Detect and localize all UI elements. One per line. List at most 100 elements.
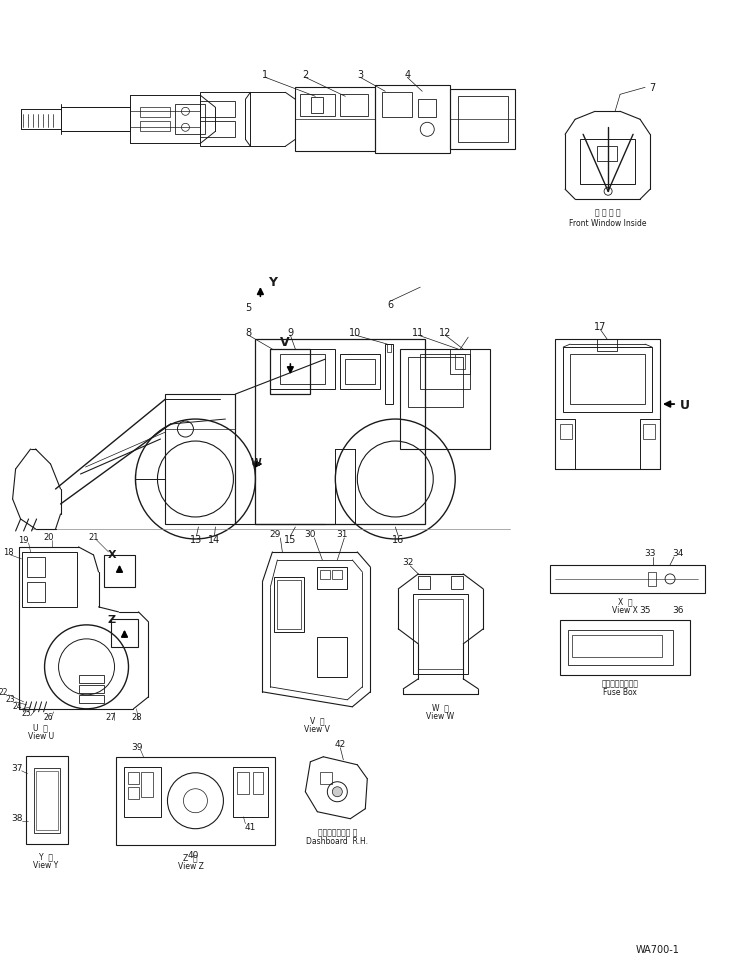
Bar bbox=[78, 685, 103, 693]
Bar bbox=[277, 580, 301, 629]
Bar bbox=[420, 355, 470, 389]
Text: 29: 29 bbox=[270, 530, 281, 539]
Bar bbox=[452, 577, 463, 589]
Text: 8: 8 bbox=[246, 328, 251, 337]
Text: 39: 39 bbox=[132, 743, 143, 752]
Bar bbox=[128, 772, 139, 784]
Text: W  後: W 後 bbox=[432, 702, 449, 711]
Bar bbox=[200, 122, 235, 138]
Bar bbox=[26, 557, 45, 578]
Text: View X: View X bbox=[612, 605, 638, 615]
Text: ヒューズボックス: ヒューズボックス bbox=[602, 678, 638, 688]
Text: 3: 3 bbox=[357, 70, 364, 81]
Text: 17: 17 bbox=[594, 322, 606, 332]
Bar bbox=[21, 553, 76, 607]
Bar bbox=[78, 676, 103, 683]
Bar bbox=[116, 757, 276, 845]
Text: 18: 18 bbox=[3, 548, 14, 556]
Bar bbox=[450, 90, 515, 150]
Bar bbox=[200, 93, 251, 147]
Text: 14: 14 bbox=[208, 534, 221, 544]
Text: View Z: View Z bbox=[177, 861, 203, 871]
Bar bbox=[36, 771, 58, 830]
Bar bbox=[419, 600, 463, 669]
Text: 16: 16 bbox=[392, 534, 405, 544]
Bar bbox=[455, 355, 465, 370]
Bar bbox=[317, 637, 347, 678]
Bar bbox=[643, 425, 655, 439]
Bar bbox=[375, 86, 450, 154]
Bar bbox=[233, 767, 268, 817]
Bar bbox=[320, 570, 331, 579]
Circle shape bbox=[332, 787, 342, 797]
Bar bbox=[419, 577, 430, 589]
Text: View W: View W bbox=[426, 711, 454, 721]
Text: Z  後: Z 後 bbox=[183, 852, 198, 861]
Bar bbox=[550, 565, 705, 593]
Bar bbox=[317, 567, 347, 589]
Text: 9: 9 bbox=[287, 328, 293, 337]
Text: Z: Z bbox=[108, 614, 116, 625]
Text: 15: 15 bbox=[284, 534, 297, 544]
Text: 19: 19 bbox=[18, 536, 29, 545]
Text: 20: 20 bbox=[43, 533, 54, 542]
Text: View V: View V bbox=[304, 725, 331, 733]
Bar bbox=[572, 635, 662, 657]
Text: 4: 4 bbox=[404, 70, 410, 81]
Bar bbox=[312, 98, 323, 114]
Bar bbox=[237, 772, 249, 794]
Text: 30: 30 bbox=[305, 530, 316, 539]
Text: 33: 33 bbox=[644, 549, 656, 557]
Bar bbox=[648, 573, 656, 586]
Bar bbox=[320, 772, 332, 784]
Text: 27: 27 bbox=[106, 712, 116, 722]
Bar bbox=[568, 630, 673, 665]
Text: V  後: V 後 bbox=[310, 716, 325, 725]
Text: V: V bbox=[279, 335, 290, 348]
Text: 40: 40 bbox=[188, 850, 199, 859]
Text: 38: 38 bbox=[11, 813, 22, 823]
Bar bbox=[450, 350, 470, 375]
Bar bbox=[61, 109, 130, 133]
Bar bbox=[141, 122, 171, 133]
Text: 10: 10 bbox=[349, 328, 361, 337]
Bar bbox=[270, 350, 310, 395]
Text: 37: 37 bbox=[11, 763, 22, 773]
Text: Front Window Inside: Front Window Inside bbox=[570, 218, 647, 228]
Bar bbox=[340, 355, 380, 389]
Text: X  前: X 前 bbox=[618, 597, 633, 605]
Text: 前 窓 内 面: 前 窓 内 面 bbox=[595, 209, 621, 217]
Text: U: U bbox=[680, 398, 690, 411]
Text: 25: 25 bbox=[22, 708, 32, 718]
Bar bbox=[270, 350, 335, 389]
Bar bbox=[458, 97, 508, 143]
Text: 31: 31 bbox=[336, 530, 348, 539]
Text: 41: 41 bbox=[245, 823, 256, 831]
Text: 21: 21 bbox=[88, 533, 99, 542]
Text: 2: 2 bbox=[302, 70, 309, 81]
Bar bbox=[141, 109, 171, 118]
Text: U  前: U 前 bbox=[33, 723, 48, 731]
Bar bbox=[141, 772, 153, 797]
Text: Y  前: Y 前 bbox=[39, 851, 53, 860]
Text: 6: 6 bbox=[387, 300, 394, 309]
Text: 1: 1 bbox=[262, 70, 268, 81]
Text: Y: Y bbox=[268, 276, 277, 288]
Bar bbox=[281, 355, 325, 384]
Bar bbox=[200, 102, 235, 118]
Bar bbox=[34, 768, 59, 833]
Text: 13: 13 bbox=[191, 534, 202, 544]
Text: 24: 24 bbox=[12, 702, 23, 710]
Text: View Y: View Y bbox=[33, 860, 58, 870]
Text: View U: View U bbox=[28, 731, 54, 741]
Text: Dashboard  R.H.: Dashboard R.H. bbox=[306, 836, 368, 846]
Bar bbox=[580, 140, 635, 185]
Text: 42: 42 bbox=[335, 740, 346, 749]
Bar bbox=[597, 340, 617, 352]
Bar bbox=[340, 95, 368, 117]
Bar bbox=[175, 105, 205, 136]
Bar bbox=[295, 88, 375, 152]
Bar bbox=[254, 772, 263, 794]
Text: 22: 22 bbox=[0, 688, 8, 697]
Bar bbox=[570, 355, 645, 405]
